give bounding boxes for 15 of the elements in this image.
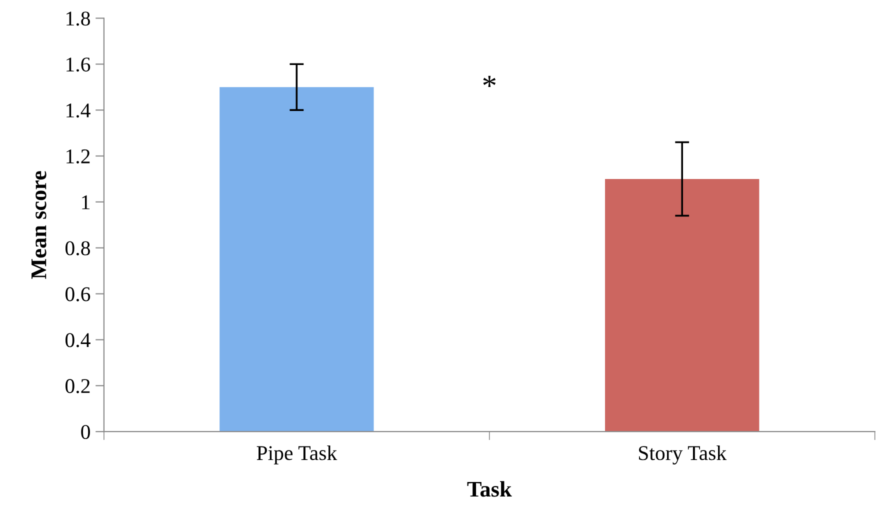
annotation: * <box>483 76 496 88</box>
y-tick-label: 0.8 <box>66 241 90 256</box>
y-tick-label: 1.8 <box>66 12 90 26</box>
y-tick-label: 0 <box>81 424 90 440</box>
y-axis-title: Mean score <box>32 171 46 279</box>
y-tick-label: 0.2 <box>66 379 90 394</box>
x-tick-label: Story Task <box>638 445 727 464</box>
y-tick-label: 1 <box>82 195 90 210</box>
y-tick-label: 0.6 <box>66 287 90 302</box>
x-tick-label: Pipe Task <box>256 445 338 464</box>
y-tick-label: 1.4 <box>66 104 90 118</box>
y-tick-label: 1.6 <box>66 58 90 72</box>
y-tick-label: 0.4 <box>66 333 90 348</box>
x-axis-title: Task <box>467 481 512 497</box>
y-tick-label: 1.2 <box>66 149 90 164</box>
